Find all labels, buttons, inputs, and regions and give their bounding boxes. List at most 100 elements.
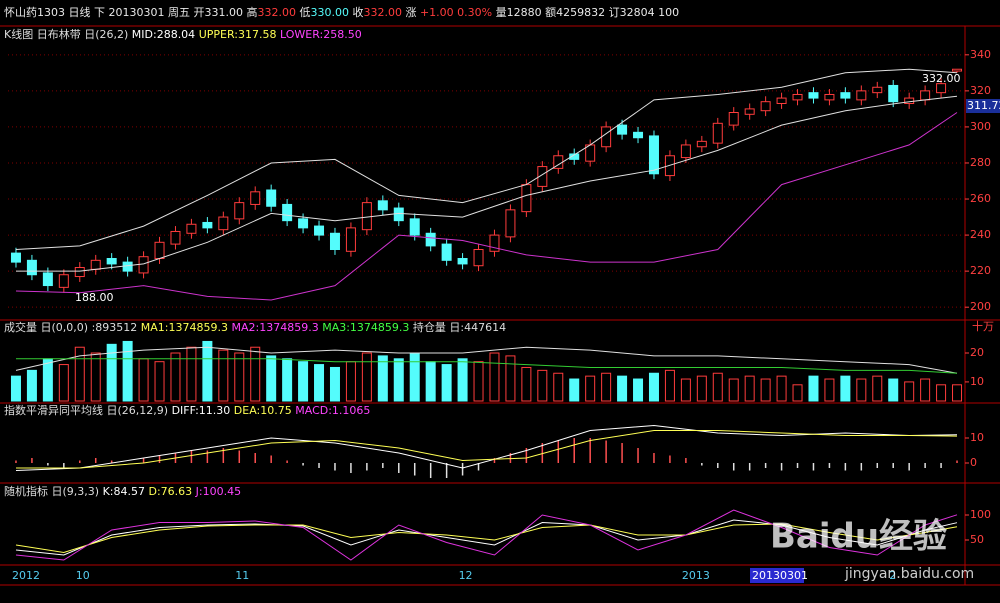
y-tick-label: 280 — [970, 156, 991, 169]
candle-body — [234, 202, 245, 220]
indicator-line — [15, 509, 958, 561]
volume-bar — [633, 378, 644, 402]
candle-body — [601, 126, 612, 148]
volume-bar — [808, 375, 819, 402]
y-tick-label: 0 — [970, 456, 977, 469]
candle-body — [680, 144, 691, 159]
volume-bar — [489, 352, 500, 402]
indicator-line — [15, 523, 958, 554]
legend-item: 持仓量 日:447614 — [413, 320, 506, 334]
watermark-url: jingyan.baidu.com — [844, 566, 974, 582]
legend-item: D:76.63 — [149, 485, 193, 498]
volume-bar — [218, 349, 229, 402]
y-tick-label: 10 — [970, 431, 984, 444]
candle-body — [298, 218, 309, 229]
legend-item: UPPER:317.58 — [199, 28, 277, 41]
volume-bar — [90, 352, 101, 402]
candle-body — [888, 84, 899, 103]
candle-body — [282, 203, 293, 222]
volume-bar — [585, 375, 596, 402]
candle-body — [90, 259, 101, 270]
candle-body — [521, 184, 532, 213]
indicator-line — [16, 430, 958, 469]
candle-body — [138, 256, 149, 274]
candle-body — [361, 202, 372, 231]
candle-body — [792, 93, 803, 101]
candle-body — [744, 108, 755, 115]
candle-body — [393, 207, 404, 222]
volume-bar — [872, 375, 883, 402]
candle-body — [936, 83, 947, 94]
volume-bar — [138, 358, 149, 402]
volume-bar — [106, 343, 117, 402]
volume-bar — [648, 372, 659, 402]
candle-body — [696, 140, 707, 148]
volume-bar — [728, 378, 739, 402]
candle-body — [824, 93, 835, 101]
candle-body — [170, 230, 181, 245]
volume-bar — [553, 372, 564, 402]
legend-item: MID:288.04 — [132, 28, 195, 41]
cursor-date-box — [750, 568, 804, 583]
volume-bar — [888, 378, 899, 402]
candle-body — [489, 234, 500, 252]
candle-body — [409, 218, 420, 236]
volume-bar — [840, 375, 851, 402]
candle-body — [537, 166, 548, 187]
y-tick-label: 260 — [970, 192, 991, 205]
candle-body — [505, 209, 516, 238]
candle-body — [760, 101, 771, 112]
candle-body — [441, 243, 452, 261]
candle-body — [202, 221, 213, 229]
y-tick-label: 20 — [970, 346, 984, 359]
volume-bar — [298, 361, 309, 402]
volume-bar — [856, 378, 867, 402]
volume-bar — [282, 358, 293, 402]
legend-item: 指数平滑异同平均线 日(26,12,9) — [4, 403, 168, 417]
volume-bar — [936, 384, 947, 402]
volume-bar — [776, 375, 787, 402]
candle-body — [633, 131, 644, 139]
indicator-line — [15, 112, 958, 301]
header-item: 330.00 — [310, 6, 349, 19]
volume-bar — [680, 378, 691, 402]
candle-body — [473, 249, 484, 267]
x-tick-label: 12 — [459, 569, 473, 582]
volume-bar — [457, 358, 468, 402]
header-item: +1.00 0.30% — [420, 6, 492, 19]
header-info: 怀山药1303 日线 下 20130301 周五 开331.00 高332.00… — [4, 5, 679, 19]
volume-bar — [26, 369, 37, 402]
volume-bar — [250, 346, 261, 402]
candle-body — [106, 258, 117, 265]
volume-bar — [10, 375, 21, 402]
last-price-box — [966, 99, 1000, 113]
indicator-line — [16, 358, 958, 374]
y-tick-label: 220 — [970, 264, 991, 277]
header-item: 332.00 — [363, 6, 402, 19]
candle-body — [26, 259, 37, 276]
volume-bar — [74, 346, 85, 402]
volume-bar — [122, 340, 133, 402]
candle-body — [617, 124, 628, 135]
candle-body — [329, 232, 340, 251]
volume-bar — [521, 366, 532, 402]
volume-bar — [377, 355, 388, 402]
volume-bar — [170, 352, 181, 402]
x-tick-label: 2013 — [682, 569, 710, 582]
candle-body — [314, 225, 325, 236]
candle-body — [186, 223, 197, 234]
volume-bar — [202, 340, 213, 402]
legend: 成交量 日(0,0,0) :893512 MA1:1374859.3 MA2:1… — [4, 320, 506, 334]
candle-body — [569, 153, 580, 160]
volume-bar — [712, 372, 723, 402]
volume-bar — [329, 366, 340, 402]
volume-bar — [314, 364, 325, 402]
candle-body — [58, 274, 69, 288]
volume-bar — [393, 358, 404, 402]
candle-body — [808, 92, 819, 99]
indicator-line — [15, 68, 958, 250]
candle-body — [266, 189, 277, 207]
legend-item: K:84.57 — [103, 485, 145, 498]
volume-bar — [952, 384, 963, 402]
